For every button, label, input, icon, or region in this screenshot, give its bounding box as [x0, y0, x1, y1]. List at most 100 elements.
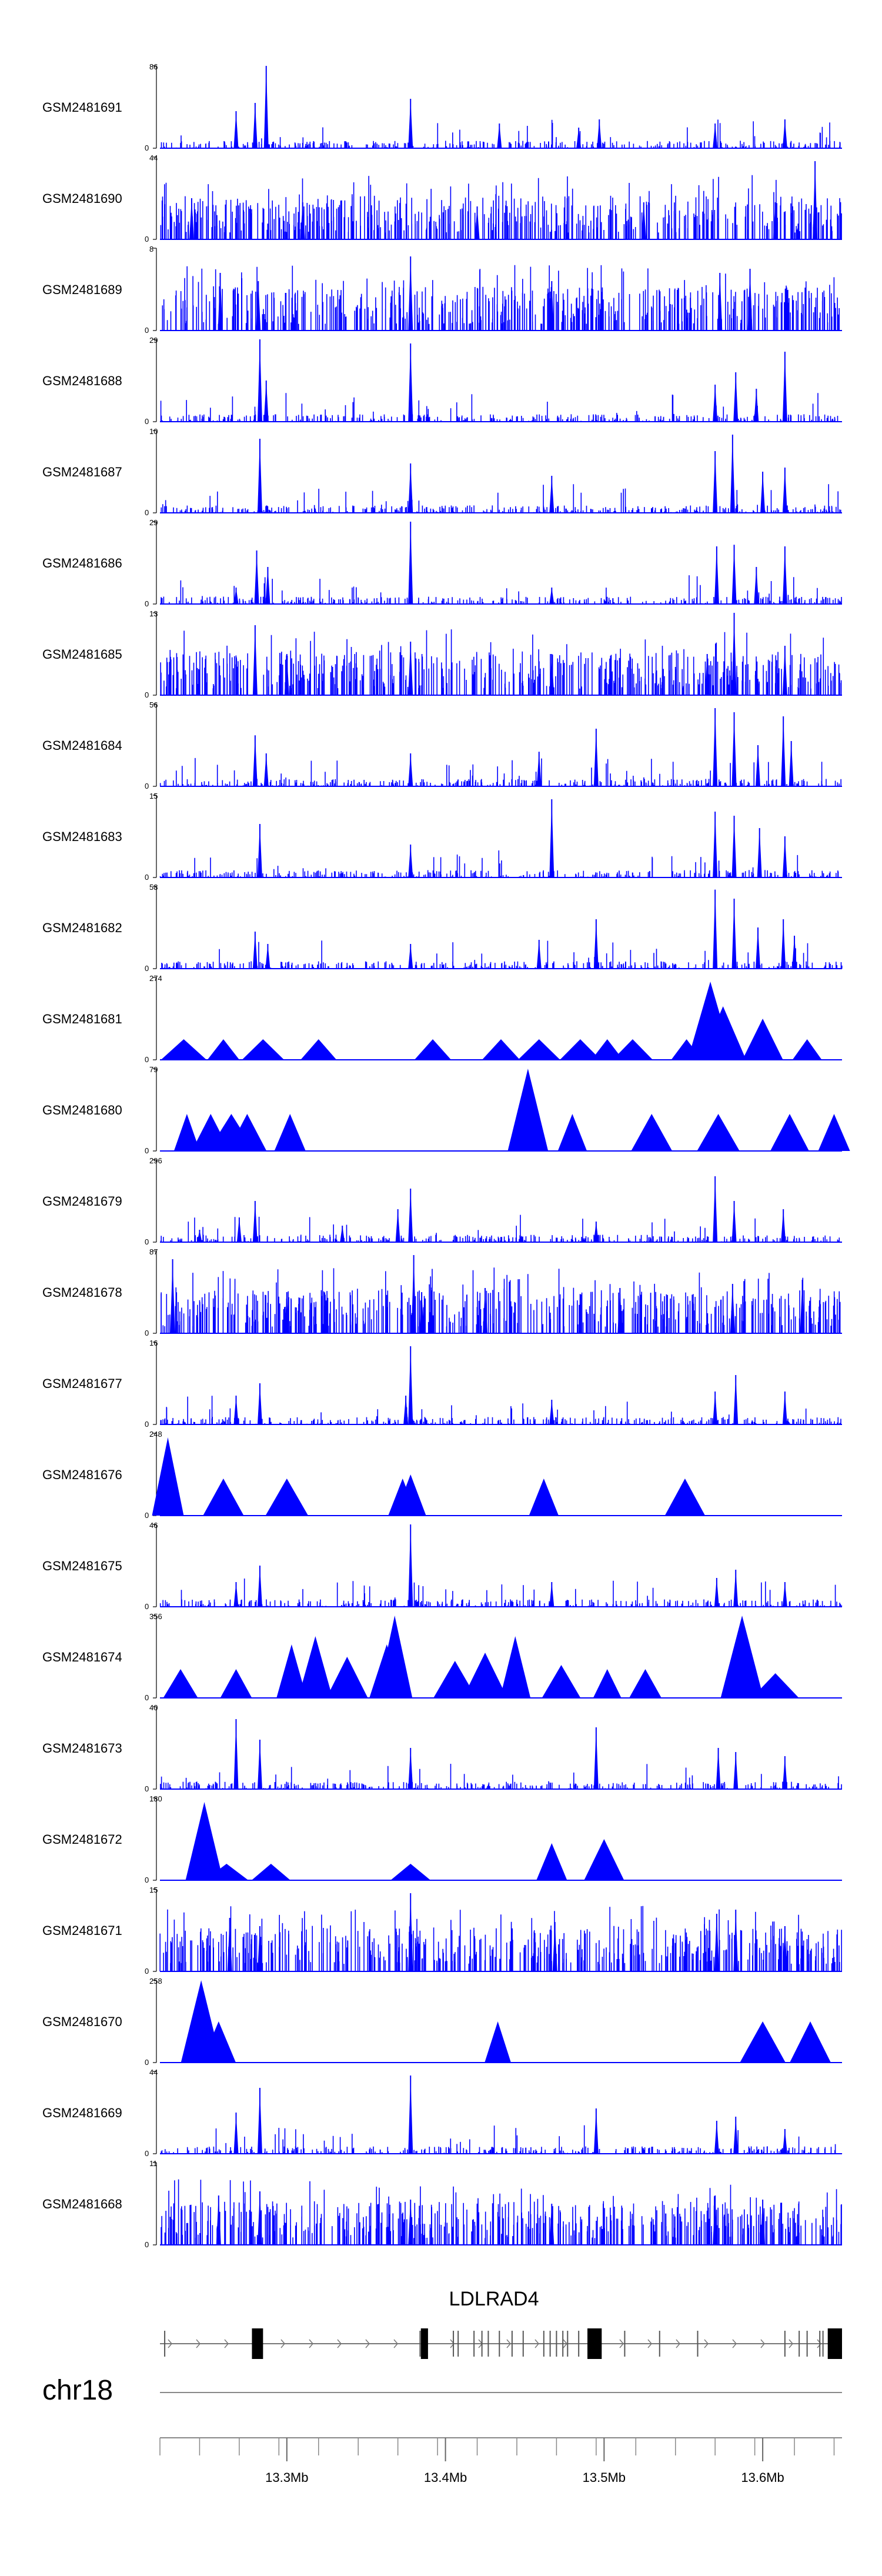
y-min-label: 0 [145, 1146, 149, 1155]
y-min-label: 0 [145, 1329, 149, 1337]
signal-peak [700, 1006, 746, 1060]
track-label: GSM2481686 [42, 556, 122, 570]
y-min-label: 0 [145, 1511, 149, 1520]
track-GSM2481687: GSM2481687 10 0 [42, 427, 842, 517]
strand-chevron [196, 2339, 201, 2348]
signal-peak [395, 1474, 426, 1516]
track-GSM2481684: GSM2481684 56 0 [42, 700, 842, 790]
y-max-label: 40 [149, 1703, 158, 1712]
y-min-label: 0 [145, 1055, 149, 1064]
signal-noise [160, 1214, 840, 1242]
signal-peak [242, 1039, 285, 1060]
track-label: GSM2481673 [42, 1741, 122, 1756]
strand-chevron [789, 2339, 793, 2348]
signal-peak [161, 1039, 207, 1060]
strand-chevron [224, 2339, 229, 2348]
y-min-label: 0 [145, 417, 149, 426]
y-min-label: 0 [145, 599, 149, 608]
track-label: GSM2481677 [42, 1376, 122, 1391]
y-max-label: 44 [149, 2068, 158, 2077]
signal-peak [377, 1616, 413, 1698]
strand-chevron [817, 2339, 821, 2348]
track-label: GSM2481687 [42, 465, 122, 479]
track-label: GSM2481685 [42, 647, 122, 662]
exon-block [827, 2328, 842, 2359]
y-max-label: 248 [149, 1430, 162, 1439]
y-min-label: 0 [145, 326, 149, 335]
exon-block [420, 2328, 428, 2359]
track-GSM2481683: GSM2481683 15 0 [42, 792, 842, 882]
signal-noise [161, 1267, 841, 1333]
signal-peak [152, 1437, 184, 1516]
y-max-label: 15 [149, 1886, 158, 1894]
track-label: GSM2481689 [42, 282, 122, 297]
signal-peak [482, 1039, 520, 1060]
track-label: GSM2481681 [42, 1012, 122, 1026]
y-min-label: 0 [145, 1693, 149, 1702]
y-min-label: 0 [145, 2240, 149, 2249]
track-label: GSM2481691 [42, 100, 122, 115]
track-GSM2481671: GSM2481671 15 0 [42, 1886, 842, 1976]
track-GSM2481677: GSM2481677 16 0 [42, 1339, 842, 1429]
signal-noise [159, 758, 841, 786]
y-min-label: 0 [145, 1602, 149, 1611]
signal-noise [160, 393, 838, 422]
y-min-label: 0 [145, 782, 149, 790]
strand-chevron [647, 2339, 652, 2348]
signal-noise [159, 1579, 843, 1607]
track-label: GSM2481682 [42, 920, 122, 935]
axis-tick-label: 13.4Mb [424, 2470, 467, 2485]
track-GSM2481672: GSM2481672 180 0 [42, 1794, 842, 1884]
genome-axis: chr18 13.3Mb 13.4Mb 13.5Mb 13.6Mb [42, 2375, 842, 2485]
strand-chevron [704, 2339, 709, 2348]
y-max-label: 10 [149, 427, 158, 436]
signal-peak [201, 2021, 236, 2063]
track-label: GSM2481669 [42, 2105, 122, 2120]
y-max-label: 58 [149, 883, 158, 892]
signal-noise [161, 2125, 843, 2154]
track-label: GSM2481676 [42, 1467, 122, 1482]
track-GSM2481690: GSM2481690 44 0 [42, 154, 842, 243]
signal-peak [751, 1673, 799, 1698]
signal-peak [300, 1039, 337, 1060]
signal-peak [228, 1114, 267, 1151]
signal-peak [818, 1114, 850, 1151]
track-GSM2481689: GSM2481689 8 0 [42, 245, 842, 335]
signal-peak [591, 1039, 623, 1060]
track-GSM2481679: GSM2481679 296 0 [42, 1156, 842, 1246]
signal-peak [390, 1864, 431, 1880]
y-max-label: 8 [149, 245, 153, 253]
track-GSM2481670: GSM2481670 258 0 [42, 1977, 842, 2067]
track-GSM2481681: GSM2481681 274 0 [42, 974, 842, 1064]
y-min-label: 0 [145, 144, 149, 152]
signal-noise [159, 1906, 842, 1971]
track-GSM2481691: GSM2481691 86 0 [42, 62, 842, 152]
y-max-label: 356 [149, 1612, 162, 1621]
signal-peak [433, 1661, 477, 1698]
track-GSM2481674: GSM2481674 356 0 [42, 1612, 842, 1702]
signal-noise [160, 175, 842, 239]
signal-peak [276, 1644, 307, 1698]
y-min-label: 0 [145, 1784, 149, 1793]
chromosome-label: chr18 [42, 2375, 113, 2406]
signal-peak [251, 1864, 290, 1880]
signal-peak [542, 1665, 581, 1698]
strand-chevron [365, 2339, 370, 2348]
track-GSM2481678: GSM2481678 87 0 [42, 1247, 842, 1337]
signal-peak [220, 1669, 252, 1698]
y-min-label: 0 [145, 2149, 149, 2158]
y-max-label: 258 [149, 1977, 162, 1986]
track-GSM2481669: GSM2481669 44 0 [42, 2068, 843, 2158]
track-label: GSM2481690 [42, 191, 122, 206]
signal-peak [265, 1479, 309, 1516]
signal-noise [160, 629, 842, 695]
strand-chevron [280, 2339, 285, 2348]
y-max-label: 180 [149, 1794, 162, 1803]
exon-block [587, 2328, 602, 2359]
y-max-label: 15 [149, 792, 158, 800]
signal-peak [536, 1843, 567, 1880]
track-GSM2481680: GSM2481680 79 0 [42, 1065, 850, 1155]
strand-chevron [534, 2339, 539, 2348]
strand-chevron [760, 2339, 765, 2348]
signal-noise [161, 940, 843, 969]
